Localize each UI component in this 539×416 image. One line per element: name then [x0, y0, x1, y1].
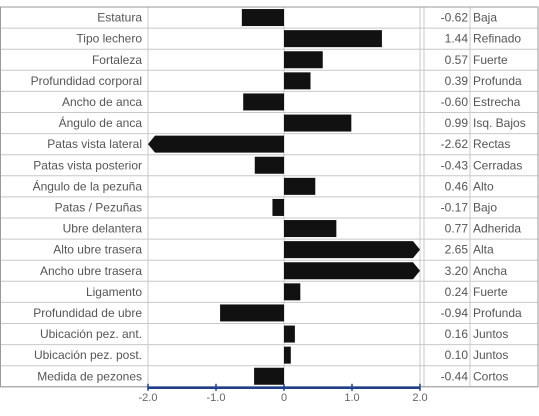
trait-label: Patas vista lateral — [47, 137, 142, 151]
bar — [284, 262, 420, 280]
trait-label: Ángulo de anca — [59, 115, 143, 130]
trait-label: Medida de pezones — [37, 369, 142, 383]
bar — [284, 325, 295, 343]
x-tick-label: -1.0 — [207, 392, 226, 404]
chart-bars — [148, 9, 420, 385]
trait-label: Alto ubre trasera — [53, 243, 142, 257]
value-label: 3.20 — [445, 264, 469, 278]
descriptor-label: Baja — [473, 11, 497, 25]
x-tick-label: 1.0 — [344, 392, 359, 404]
value-label: -0.94 — [441, 306, 469, 320]
value-label: -0.43 — [441, 158, 469, 172]
descriptor-label: Profunda — [473, 74, 522, 88]
x-tick-label: 0 — [281, 392, 287, 404]
bar — [254, 367, 284, 385]
trait-label: Tipo lechero — [76, 32, 142, 46]
value-label: 0.99 — [445, 116, 469, 130]
bar — [284, 241, 420, 259]
trait-label: Ancho de anca — [62, 95, 142, 109]
descriptor-label: Cerradas — [473, 158, 522, 172]
x-axis: -2.0 -1.0 0 1.0 2.0 — [139, 383, 428, 404]
bar — [243, 93, 284, 111]
bar — [284, 283, 301, 301]
bar — [284, 177, 316, 195]
descriptor-label: Ancha — [473, 264, 507, 278]
chart-grid — [0, 6, 539, 388]
trait-label: Ligamento — [86, 285, 142, 299]
value-label: -2.62 — [441, 137, 469, 151]
trait-label: Patas vista posterior — [33, 158, 142, 172]
descriptor-labels: Baja Refinado Fuerte Profunda Estrecha Isq. B… — [473, 11, 526, 384]
trait-label: Patas / Pezuñas — [55, 200, 142, 214]
descriptor-label: Juntos — [473, 348, 508, 362]
value-label: 0.39 — [445, 74, 469, 88]
bar — [284, 30, 382, 48]
descriptor-label: Rectas — [473, 137, 510, 151]
descriptor-label: Fuerte — [473, 285, 508, 299]
descriptor-label: Fuerte — [473, 53, 508, 67]
bar — [284, 114, 352, 132]
trait-label: Estatura — [97, 11, 142, 25]
value-label: 0.46 — [445, 179, 469, 193]
value-label: 0.57 — [445, 53, 469, 67]
bar — [284, 220, 337, 238]
value-label: -0.60 — [441, 95, 469, 109]
trait-label: Ancho ubre trasera — [40, 264, 142, 278]
trait-label: Fortaleza — [92, 53, 142, 67]
descriptor-label: Cortos — [473, 369, 508, 383]
bar — [284, 72, 311, 90]
descriptor-label: Juntos — [473, 327, 508, 341]
value-label: -0.44 — [441, 369, 469, 383]
trait-label: Ubre delantera — [63, 222, 143, 236]
value-label: -0.17 — [441, 200, 469, 214]
trait-label: Ángulo de la pezuña — [33, 178, 143, 193]
value-label: -0.62 — [441, 11, 469, 25]
descriptor-label: Isq. Bajos — [473, 116, 526, 130]
trait-label: Ubicación pez. ant. — [40, 327, 142, 341]
value-label: 1.44 — [445, 32, 469, 46]
bar — [148, 135, 284, 153]
trait-label: Ubicación pez. post. — [34, 348, 142, 362]
descriptor-label: Refinado — [473, 32, 521, 46]
descriptor-label: Adherida — [473, 222, 521, 236]
descriptor-label: Estrecha — [473, 95, 521, 109]
descriptor-label: Alto — [473, 179, 494, 193]
descriptor-label: Profunda — [473, 306, 522, 320]
value-label: 2.65 — [445, 243, 469, 257]
trait-labels: Estatura Tipo lechero Fortaleza Profundidad… — [31, 11, 143, 384]
bar — [284, 346, 291, 364]
value-label: 0.16 — [445, 327, 469, 341]
trait-label: Profundidad corporal — [31, 74, 142, 88]
descriptor-label: Alta — [473, 243, 494, 257]
bar — [272, 198, 284, 216]
x-tick-label: -2.0 — [139, 392, 158, 404]
value-label: 0.10 — [445, 348, 469, 362]
bar — [284, 51, 323, 69]
value-labels: -0.62 1.44 0.57 0.39 -0.60 0.99 -2.62 -0.43 0.46… — [441, 11, 469, 384]
value-label: 0.77 — [445, 222, 469, 236]
trait-label: Profundidad de ubre — [33, 306, 142, 320]
bar — [220, 304, 284, 322]
value-label: 0.24 — [445, 285, 469, 299]
bar — [254, 156, 284, 174]
descriptor-label: Bajo — [473, 200, 497, 214]
bar — [241, 9, 284, 27]
x-tick-label: 2.0 — [412, 392, 427, 404]
